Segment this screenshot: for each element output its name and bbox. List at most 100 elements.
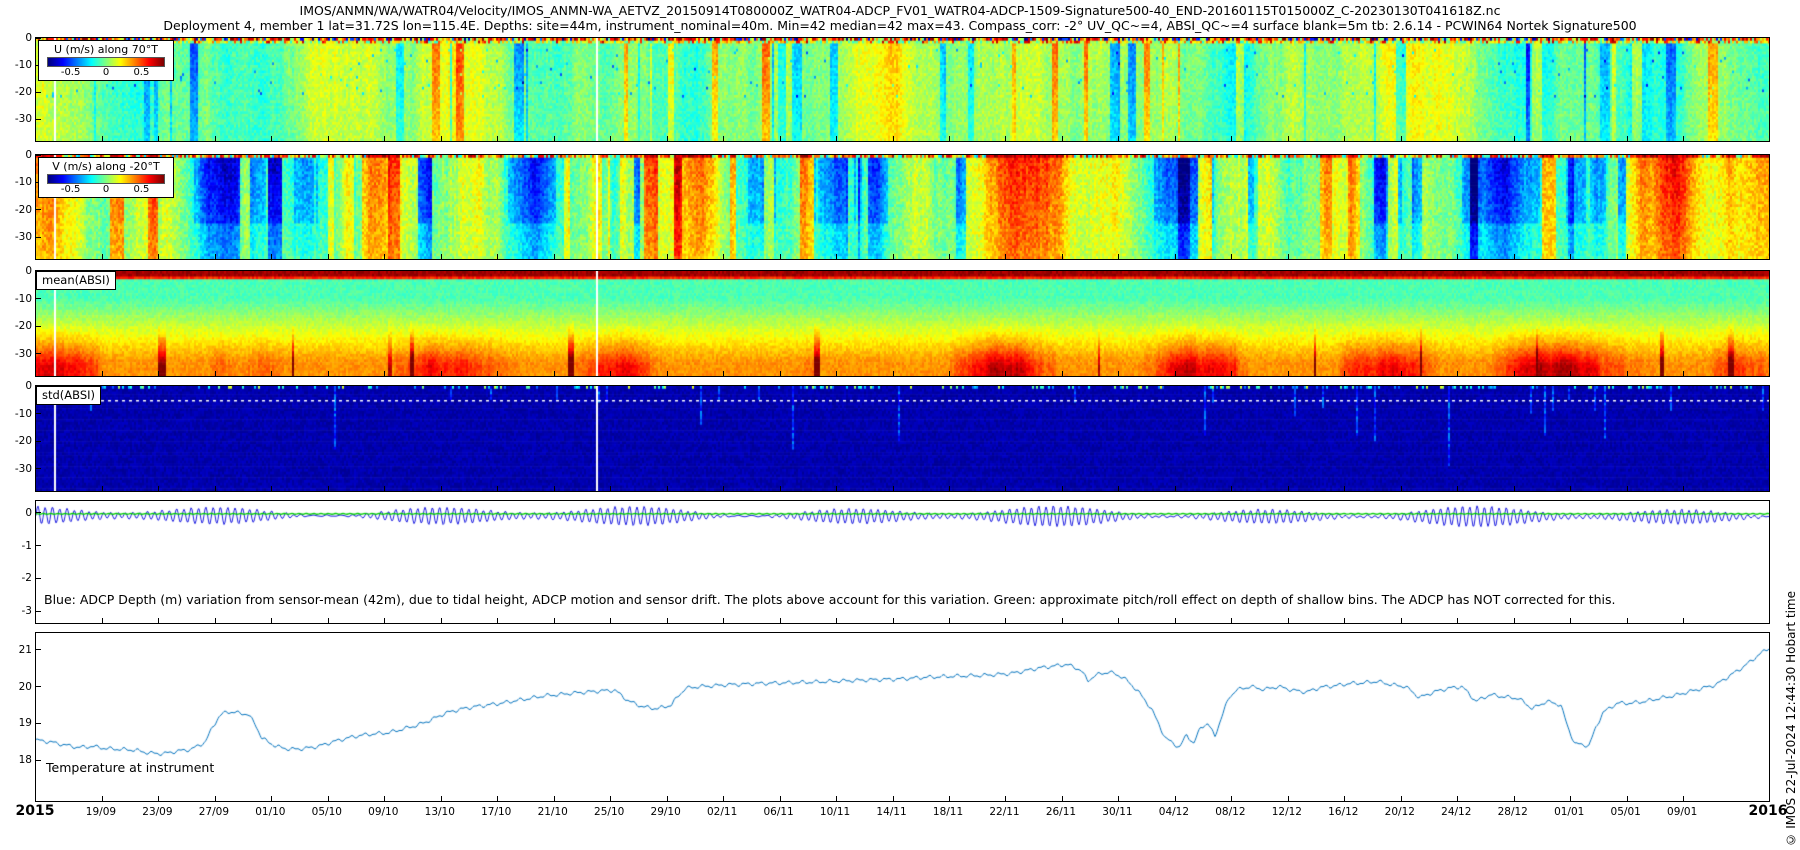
x-tick-mark bbox=[892, 618, 894, 623]
v-colorbar-tick-mid: 0 bbox=[102, 184, 110, 195]
x-tick-mark bbox=[610, 371, 612, 376]
x-tick-mark bbox=[779, 618, 781, 623]
y-tick-mark bbox=[36, 413, 41, 415]
panel-depth-variation: Blue: ADCP Depth (m) variation from sens… bbox=[22, 500, 1770, 624]
x-tick-mark bbox=[949, 618, 951, 623]
x-tick-mark bbox=[1174, 254, 1176, 259]
x-tick-mark bbox=[101, 486, 103, 491]
x-tick-mark bbox=[327, 371, 329, 376]
x-tick-mark bbox=[666, 486, 668, 491]
x-tick-mark bbox=[1400, 486, 1402, 491]
x-tick-mark bbox=[836, 371, 838, 376]
x-tick-mark bbox=[497, 796, 499, 801]
x-tick-mark bbox=[214, 618, 216, 623]
x-tick-mark bbox=[1400, 371, 1402, 376]
x-tick-label: 24/12 bbox=[1441, 806, 1472, 818]
x-tick-mark bbox=[723, 254, 725, 259]
x-tick-mark bbox=[497, 486, 499, 491]
x-tick-mark bbox=[666, 618, 668, 623]
x-tick-mark bbox=[610, 618, 612, 623]
x-tick-mark bbox=[779, 371, 781, 376]
x-tick-mark bbox=[1626, 796, 1628, 801]
x-tick-mark bbox=[1005, 486, 1007, 491]
y-tick-label: -30 bbox=[14, 347, 32, 360]
x-tick-mark bbox=[1400, 254, 1402, 259]
x-tick-mark bbox=[836, 796, 838, 801]
v-velocity-heatmap bbox=[36, 155, 1769, 259]
x-tick-mark bbox=[1118, 254, 1120, 259]
x-tick-mark bbox=[271, 618, 273, 623]
x-tick-label: 29/10 bbox=[650, 806, 681, 818]
x-tick-mark bbox=[1570, 371, 1572, 376]
v-colorbar-tick-max: 0.5 bbox=[133, 184, 150, 195]
year-start-label: 2015 bbox=[15, 803, 55, 819]
x-tick-label: 27/09 bbox=[198, 806, 230, 818]
y-tick-label: -30 bbox=[14, 113, 32, 126]
x-tick-mark bbox=[271, 371, 273, 376]
temperature-label: Temperature at instrument bbox=[46, 760, 215, 775]
x-tick-mark bbox=[1683, 618, 1685, 623]
u-colorbar-tick-mid: 0 bbox=[102, 67, 110, 78]
x-tick-mark bbox=[553, 486, 555, 491]
x-tick-mark bbox=[101, 796, 103, 801]
std-absi-label: std(ABSI) bbox=[36, 386, 102, 405]
x-tick-mark bbox=[892, 136, 894, 141]
x-tick-label: 18/11 bbox=[932, 806, 964, 818]
x-tick-mark bbox=[1344, 618, 1346, 623]
y-tick-label: 0 bbox=[25, 506, 32, 519]
x-tick-mark bbox=[1626, 618, 1628, 623]
x-tick-mark bbox=[949, 136, 951, 141]
x-tick-mark bbox=[1400, 796, 1402, 801]
temperature-plot bbox=[36, 633, 1769, 801]
y-tick-label: -10 bbox=[14, 292, 32, 305]
x-tick-mark bbox=[1457, 136, 1459, 141]
x-tick-mark bbox=[1344, 254, 1346, 259]
x-tick-mark bbox=[610, 136, 612, 141]
panel-std-absi: std(ABSI) 0 -10 -20 -30 bbox=[15, 380, 1770, 492]
x-tick-mark bbox=[779, 486, 781, 491]
y-tick-label: 18 bbox=[18, 754, 32, 767]
x-tick-mark bbox=[892, 371, 894, 376]
x-tick-mark bbox=[101, 371, 103, 376]
y-tick-mark bbox=[36, 440, 41, 442]
y-tick-mark bbox=[36, 649, 41, 651]
x-tick-mark bbox=[779, 136, 781, 141]
x-tick-mark bbox=[1626, 254, 1628, 259]
x-tick-mark bbox=[497, 618, 499, 623]
x-tick-mark bbox=[1174, 371, 1176, 376]
x-tick-label: 12/12 bbox=[1271, 806, 1302, 818]
y-tick-mark bbox=[36, 298, 41, 300]
x-tick-mark bbox=[1344, 371, 1346, 376]
x-tick-mark bbox=[158, 254, 160, 259]
x-tick-mark bbox=[1570, 796, 1572, 801]
x-tick-mark bbox=[1570, 254, 1572, 259]
x-tick-mark bbox=[1061, 486, 1063, 491]
x-tick-mark bbox=[1457, 371, 1459, 376]
v-legend: V (m/s) along -20°T -0.5 0 0.5 bbox=[38, 157, 174, 198]
x-tick-mark bbox=[836, 618, 838, 623]
x-tick-label: 28/12 bbox=[1497, 806, 1528, 818]
u-colorbar-tick-max: 0.5 bbox=[133, 67, 150, 78]
x-tick-mark bbox=[440, 136, 442, 141]
y-tick-label: -2 bbox=[21, 572, 32, 585]
x-tick-mark bbox=[666, 254, 668, 259]
x-tick-label: 02/11 bbox=[706, 806, 738, 818]
v-legend-title: V (m/s) along -20°T bbox=[52, 160, 160, 173]
x-tick-mark bbox=[892, 486, 894, 491]
x-tick-mark bbox=[214, 796, 216, 801]
y-tick-mark bbox=[36, 468, 41, 470]
x-tick-mark bbox=[1118, 796, 1120, 801]
x-tick-label: 26/11 bbox=[1045, 806, 1077, 818]
y-tick-mark bbox=[36, 577, 41, 579]
x-tick-mark bbox=[949, 371, 951, 376]
x-tick-mark bbox=[158, 618, 160, 623]
x-tick-label: 30/11 bbox=[1102, 806, 1133, 818]
y-tick-mark bbox=[36, 722, 41, 724]
x-tick-mark bbox=[949, 796, 951, 801]
x-tick-mark bbox=[666, 136, 668, 141]
x-tick-mark bbox=[1626, 371, 1628, 376]
x-tick-mark bbox=[101, 136, 103, 141]
u-legend-title: U (m/s) along 70°T bbox=[54, 43, 158, 56]
x-tick-mark bbox=[723, 371, 725, 376]
y-tick-mark bbox=[36, 37, 41, 39]
